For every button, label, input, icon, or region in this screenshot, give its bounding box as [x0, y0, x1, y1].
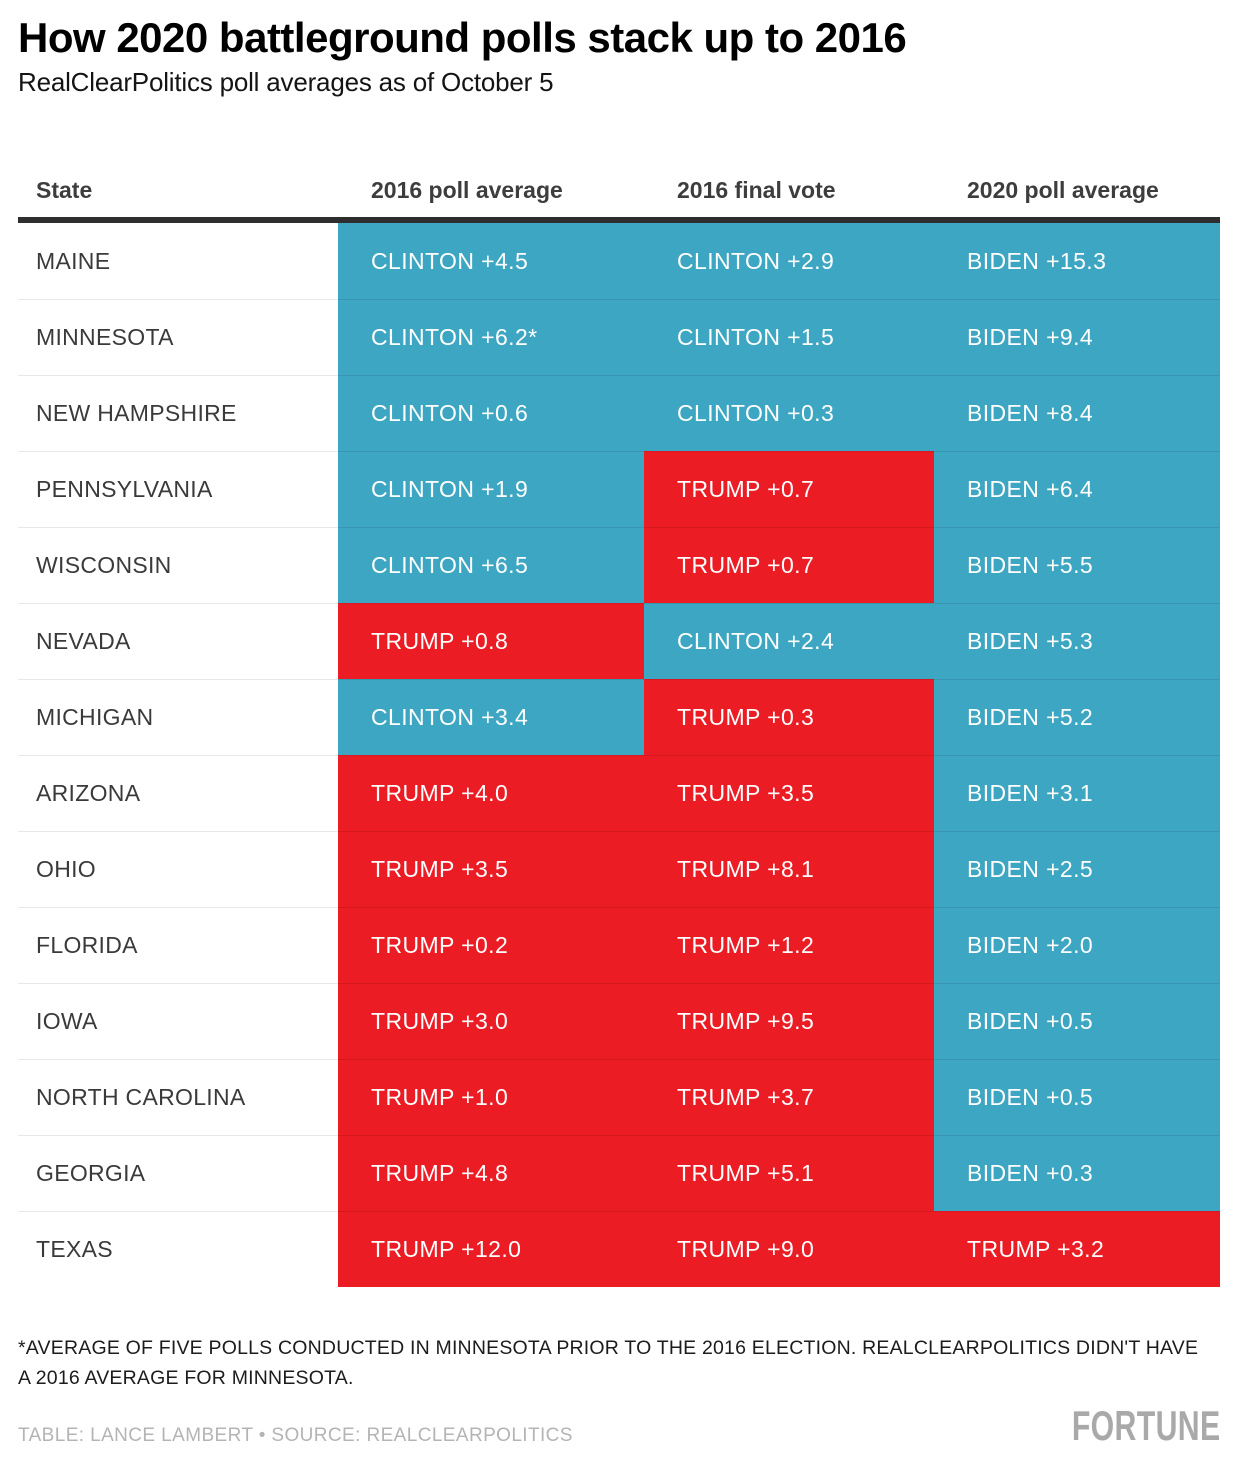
- state-label: IOWA: [18, 983, 338, 1059]
- poll-table: State 2016 poll average 2016 final vote …: [18, 98, 1220, 1287]
- poll-value-cell: TRUMP +0.8: [338, 603, 644, 679]
- table-row: MINNESOTA CLINTON +6.2* CLINTON +1.5 BIDEN …: [18, 299, 1220, 375]
- state-label: MINNESOTA: [18, 299, 338, 375]
- page-title: How 2020 battleground polls stack up to …: [18, 14, 907, 61]
- table-row: GEORGIA TRUMP +4.8 TRUMP +5.1 BIDEN +0.3: [18, 1135, 1220, 1211]
- column-header-2016-poll-average: 2016 poll average: [371, 177, 563, 203]
- footnote: *AVERAGE OF FIVE POLLS CONDUCTED IN MINN…: [18, 1337, 1199, 1389]
- state-label: GEORGIA: [18, 1135, 338, 1211]
- poll-value-cell: TRUMP +0.3: [644, 679, 934, 755]
- poll-value-cell: TRUMP +0.7: [644, 527, 934, 603]
- page-subtitle: RealClearPolitics poll averages as of Oc…: [18, 67, 554, 97]
- poll-value-cell: BIDEN +8.4: [934, 375, 1220, 451]
- poll-value-cell: CLINTON +4.5: [338, 223, 644, 299]
- table-row: MICHIGAN CLINTON +3.4 TRUMP +0.3 BIDEN +5.2: [18, 679, 1220, 755]
- poll-value-cell: BIDEN +15.3: [934, 223, 1220, 299]
- table-row: ARIZONA TRUMP +4.0 TRUMP +3.5 BIDEN +3.1: [18, 755, 1220, 831]
- table-row: MAINE CLINTON +4.5 CLINTON +2.9 BIDEN +15.3: [18, 223, 1220, 299]
- state-label: FLORIDA: [18, 907, 338, 983]
- state-label: MICHIGAN: [18, 679, 338, 755]
- poll-value-cell: BIDEN +5.3: [934, 603, 1220, 679]
- column-header-state: State: [36, 177, 93, 203]
- poll-value-cell: BIDEN +5.5: [934, 527, 1220, 603]
- state-label: NEW HAMPSHIRE: [18, 375, 338, 451]
- fortune-logo: FORTUNE: [1071, 1402, 1220, 1449]
- state-label: NEVADA: [18, 603, 338, 679]
- poll-value-cell: TRUMP +3.5: [644, 755, 934, 831]
- table-row: NORTH CAROLINA TRUMP +1.0 TRUMP +3.7 BIDEN …: [18, 1059, 1220, 1135]
- poll-value-cell: TRUMP +4.8: [338, 1135, 644, 1211]
- poll-value-cell: TRUMP +3.5: [338, 831, 644, 907]
- poll-value-cell: TRUMP +0.7: [644, 451, 934, 527]
- poll-value-cell: TRUMP +8.1: [644, 831, 934, 907]
- poll-value-cell: CLINTON +6.2*: [338, 299, 644, 375]
- state-label: NORTH CAROLINA: [18, 1059, 338, 1135]
- state-label: WISCONSIN: [18, 527, 338, 603]
- poll-value-cell: BIDEN +0.3: [934, 1135, 1220, 1211]
- table-row: NEVADA TRUMP +0.8 CLINTON +2.4 BIDEN +5.3: [18, 603, 1220, 679]
- state-label: PENNSYLVANIA: [18, 451, 338, 527]
- poll-value-cell: CLINTON +3.4: [338, 679, 644, 755]
- poll-value-cell: TRUMP +3.7: [644, 1059, 934, 1135]
- poll-value-cell: CLINTON +1.5: [644, 299, 934, 375]
- table-row: OHIO TRUMP +3.5 TRUMP +8.1 BIDEN +2.5: [18, 831, 1220, 907]
- poll-value-cell: BIDEN +2.0: [934, 907, 1220, 983]
- credit-line: TABLE: LANCE LAMBERT • SOURCE: REALCLEAR…: [18, 1425, 573, 1446]
- poll-value-cell: TRUMP +1.2: [644, 907, 934, 983]
- poll-value-cell: TRUMP +4.0: [338, 755, 644, 831]
- state-label: OHIO: [18, 831, 338, 907]
- poll-value-cell: BIDEN +5.2: [934, 679, 1220, 755]
- poll-value-cell: CLINTON +6.5: [338, 527, 644, 603]
- poll-value-cell: CLINTON +0.6: [338, 375, 644, 451]
- poll-value-cell: TRUMP +1.0: [338, 1059, 644, 1135]
- poll-value-cell: TRUMP +3.0: [338, 983, 644, 1059]
- poll-value-cell: CLINTON +2.4: [644, 603, 934, 679]
- poll-value-cell: CLINTON +1.9: [338, 451, 644, 527]
- column-header-2020-poll-average: 2020 poll average: [967, 177, 1159, 203]
- poll-value-cell: BIDEN +0.5: [934, 983, 1220, 1059]
- poll-value-cell: TRUMP +3.2: [934, 1211, 1220, 1287]
- footer: TABLE: LANCE LAMBERT • SOURCE: REALCLEAR…: [18, 1405, 1220, 1447]
- table-row: NEW HAMPSHIRE CLINTON +0.6 CLINTON +0.3 BID…: [18, 375, 1220, 451]
- table-row: FLORIDA TRUMP +0.2 TRUMP +1.2 BIDEN +2.0: [18, 907, 1220, 983]
- poll-value-cell: TRUMP +0.2: [338, 907, 644, 983]
- poll-value-cell: TRUMP +9.5: [644, 983, 934, 1059]
- poll-value-cell: TRUMP +9.0: [644, 1211, 934, 1287]
- poll-value-cell: BIDEN +3.1: [934, 755, 1220, 831]
- column-header-2016-final-vote: 2016 final vote: [677, 177, 836, 203]
- poll-value-cell: CLINTON +0.3: [644, 375, 934, 451]
- poll-value-cell: BIDEN +9.4: [934, 299, 1220, 375]
- table-header-row: State 2016 poll average 2016 final vote …: [18, 98, 1220, 223]
- table-row: IOWA TRUMP +3.0 TRUMP +9.5 BIDEN +0.5: [18, 983, 1220, 1059]
- table-row: PENNSYLVANIA CLINTON +1.9 TRUMP +0.7 BIDEN …: [18, 451, 1220, 527]
- state-label: MAINE: [36, 247, 111, 274]
- state-label: TEXAS: [18, 1211, 338, 1287]
- poll-value-cell: BIDEN +2.5: [934, 831, 1220, 907]
- state-label: ARIZONA: [18, 755, 338, 831]
- poll-value-cell: CLINTON +2.9: [644, 223, 934, 299]
- table-row: WISCONSIN CLINTON +6.5 TRUMP +0.7 BIDEN +5.…: [18, 527, 1220, 603]
- poll-value-cell: BIDEN +0.5: [934, 1059, 1220, 1135]
- poll-value-cell: BIDEN +6.4: [934, 451, 1220, 527]
- poll-value-cell: TRUMP +5.1: [644, 1135, 934, 1211]
- table-row: TEXAS TRUMP +12.0 TRUMP +9.0 TRUMP +3.2: [18, 1211, 1220, 1287]
- table-body: MAINE CLINTON +4.5 CLINTON +2.9 BIDEN +15.3…: [18, 223, 1220, 1287]
- poll-value-cell: TRUMP +12.0: [338, 1211, 644, 1287]
